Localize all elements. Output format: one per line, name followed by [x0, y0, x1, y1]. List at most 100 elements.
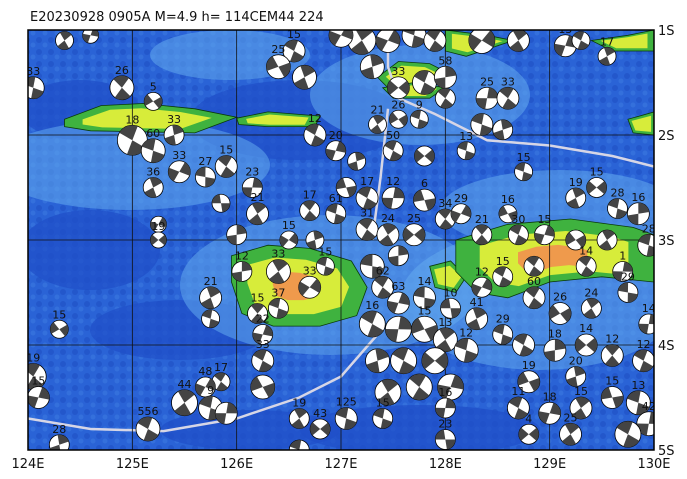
focal-mechanism-137: [214, 401, 238, 425]
focal-mechanism-87: 14: [638, 302, 654, 335]
focal-mechanism-21: 12: [303, 112, 327, 147]
focal-mechanism-68: 15: [514, 151, 533, 182]
focal-mechanism-19: 25: [265, 43, 291, 80]
focal-mechanism-36: 58: [433, 54, 457, 89]
focal-mechanism-34: 33: [386, 65, 410, 100]
focal-mechanism-41: 25: [475, 75, 499, 110]
focal-mechanism-60: 24: [376, 212, 400, 247]
depth-label: 36: [146, 166, 160, 179]
depth-label: 15: [52, 308, 66, 321]
focal-mechanism-127: 15: [247, 292, 268, 324]
depth-label: 28: [642, 222, 656, 235]
focal-mechanism-89: [512, 333, 535, 357]
focal-mechanism-116: [374, 378, 402, 406]
focal-mechanism-53: 13: [456, 130, 476, 161]
focal-mechanism-96: 11: [506, 385, 530, 420]
focal-mechanism-33: [359, 54, 385, 80]
depth-label: 556: [137, 405, 158, 418]
depth-label: 19: [292, 397, 306, 410]
focal-mechanism-49: 17: [597, 35, 617, 66]
focal-mechanism-27: [335, 177, 357, 198]
depth-label: 15: [590, 166, 604, 179]
depth-label: 17: [214, 361, 228, 374]
focal-mechanism-84: 26: [548, 291, 572, 325]
depth-label: 9: [416, 98, 423, 111]
depth-label: 16: [501, 193, 515, 206]
focal-mechanism-108: 16: [358, 299, 386, 338]
focal-mechanism-86: 29: [617, 271, 639, 303]
focal-mechanism-139: 28: [48, 423, 70, 450]
island-mangole: [236, 111, 321, 127]
depth-label: 13: [558, 23, 572, 36]
depth-label: 15: [376, 397, 390, 410]
depth-label: 25: [407, 212, 421, 225]
focal-mechanism-72: 16: [626, 191, 650, 226]
depth-label: 23: [334, 11, 348, 24]
depth-label: 31: [360, 207, 374, 220]
focal-mechanism-121: 23: [434, 418, 456, 450]
focal-mechanism-101: 42: [636, 400, 654, 437]
focal-mechanism-102: [614, 420, 642, 448]
depth-label: 15: [287, 28, 301, 41]
depth-label: 14: [417, 275, 431, 288]
depth-label: 33: [303, 264, 317, 277]
focal-mechanism-50: 50: [382, 129, 404, 162]
focal-mechanism-85: 24: [581, 286, 602, 319]
depth-label: 33: [501, 75, 515, 88]
focal-mechanism-107: 14: [413, 275, 436, 310]
focal-mechanism-119: 15: [372, 397, 394, 429]
focal-mechanism-17: [226, 224, 248, 246]
depth-label: 15: [282, 219, 296, 232]
focal-mechanism-129: 33: [251, 338, 275, 373]
focal-mechanism-48: 15: [571, 30, 591, 50]
depth-label: 25: [480, 75, 494, 88]
focal-mechanism-104: 4: [518, 412, 540, 445]
focal-mechanism-29: 12: [375, 30, 401, 53]
lat-tick-label: 4S: [658, 339, 675, 354]
focal-mechanism-81: 41: [465, 296, 489, 331]
focal-mechanism-61: 25: [402, 212, 426, 247]
depth-label: 125: [336, 396, 357, 409]
focal-mechanism-123: 33: [298, 264, 322, 299]
deep-basin-5: [28, 210, 160, 290]
depth-label: 15: [496, 255, 510, 268]
depth-label: 16: [631, 191, 645, 204]
focal-mechanism-113: [365, 348, 390, 374]
focal-mechanism-46: 12: [506, 30, 530, 52]
focal-mechanism-141: 19: [28, 352, 47, 390]
focal-mechanism-132: [201, 309, 220, 329]
lat-tick-label: 1S: [658, 24, 675, 39]
depth-label: 23: [245, 166, 259, 179]
focal-mechanism-0: 33: [28, 65, 45, 100]
depth-label: 48: [198, 365, 212, 378]
focal-mechanism-67: 15: [534, 213, 555, 246]
focal-mechanism-2: 37: [82, 30, 99, 44]
focal-mechanism-100: 13: [625, 379, 651, 416]
focal-mechanism-112: 12: [453, 326, 479, 363]
focal-mechanism-88: 29: [492, 313, 514, 345]
island-misool-east: [627, 111, 654, 136]
focal-mechanism-79: 15: [492, 255, 514, 288]
depth-label: 18: [125, 113, 139, 126]
depth-label: 44: [407, 11, 421, 24]
focal-mechanism-126: 37: [267, 286, 289, 319]
depth-label: 34: [438, 197, 452, 210]
focal-mechanism-3: 26: [109, 64, 135, 101]
focal-mechanism-11: [150, 215, 167, 233]
depth-label: 21: [371, 104, 385, 117]
depth-label: 23: [438, 418, 452, 431]
focal-mechanism-39: 26: [388, 98, 408, 129]
focal-mechanism-75: [565, 229, 587, 251]
focal-mechanism-32: 23: [328, 11, 354, 48]
focal-mechanism-130: [250, 374, 276, 400]
depth-label: 13: [459, 130, 473, 143]
depth-label: 19: [151, 220, 165, 233]
focal-mechanism-42: 33: [496, 75, 520, 110]
focal-mechanism-55: 12: [381, 175, 405, 210]
depth-label: 6: [421, 177, 428, 190]
lat-tick-label: 5S: [658, 444, 675, 459]
depth-label: 28: [52, 423, 66, 436]
focal-mechanism-52: [414, 145, 435, 167]
depth-label: 21: [475, 16, 489, 29]
